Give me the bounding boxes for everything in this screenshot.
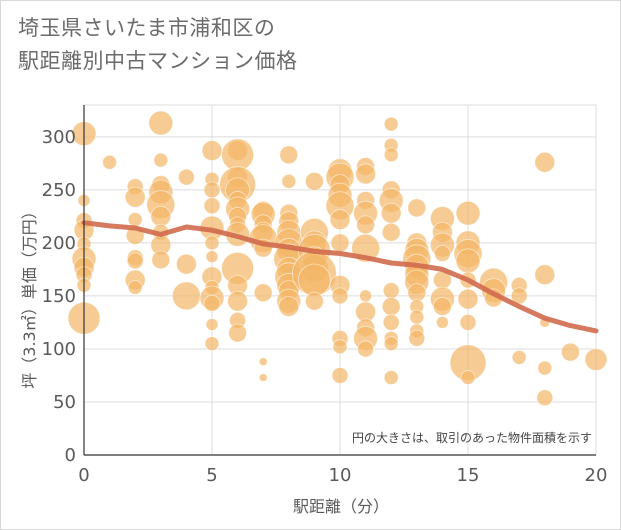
data-bubble	[332, 339, 348, 355]
x-axis-label: 駅距離（分）	[293, 497, 389, 516]
data-bubble	[561, 342, 580, 362]
data-bubble	[584, 348, 608, 371]
data-bubble	[201, 140, 223, 162]
data-bubble	[534, 264, 556, 286]
chart-title: 埼玉県さいたま市浦和区の 駅距離別中古マンション価格	[18, 12, 598, 78]
data-bubble	[457, 288, 479, 310]
data-bubble	[433, 245, 451, 262]
data-bubble	[407, 198, 427, 218]
x-tick-label: 5	[206, 465, 217, 486]
data-bubble	[177, 168, 195, 186]
data-bubble	[460, 370, 476, 385]
data-bubble	[153, 152, 169, 168]
data-bubble	[150, 205, 172, 227]
data-bubble	[380, 202, 402, 224]
data-bubble	[253, 283, 273, 303]
data-bubble	[383, 370, 399, 385]
data-bubble	[382, 282, 400, 300]
data-bubble	[383, 336, 399, 352]
data-bubble	[124, 186, 146, 208]
data-bubble	[279, 145, 299, 165]
data-bubble	[408, 329, 426, 347]
data-bubble	[258, 357, 268, 367]
data-bubble	[432, 297, 452, 316]
y-tick-label: 250	[42, 180, 76, 201]
data-bubble	[258, 373, 268, 382]
y-tick-label: 50	[53, 392, 76, 413]
data-bubble	[534, 151, 556, 173]
y-tick-label: 200	[42, 233, 76, 254]
data-bubble	[203, 181, 221, 199]
data-bubble	[221, 138, 255, 172]
data-bubble	[102, 154, 117, 170]
data-bubble	[204, 336, 220, 352]
data-bubble	[537, 360, 553, 376]
data-bubble	[203, 294, 221, 312]
data-bubble	[228, 323, 248, 343]
data-bubble	[278, 296, 300, 317]
data-bubble	[455, 200, 481, 226]
data-bubble	[355, 163, 377, 185]
x-tick-label: 10	[329, 465, 352, 486]
axes: 0 50 100 150 200 250 300 0 5 10 15 20	[42, 105, 608, 486]
data-bubble	[281, 173, 297, 189]
trend-line-group	[81, 220, 599, 334]
data-bubble	[331, 367, 349, 384]
data-bubble	[381, 297, 401, 316]
data-bubble	[356, 215, 376, 235]
x-tick-label: 20	[585, 465, 608, 486]
data-bubble	[536, 389, 554, 407]
data-bubble	[127, 280, 143, 295]
x-tick-label: 15	[457, 465, 480, 486]
data-bubble	[205, 318, 219, 331]
chart-title-line-2: 駅距離別中古マンション価格	[18, 49, 298, 73]
data-bubble	[435, 316, 449, 329]
data-bubble	[331, 287, 349, 305]
data-bubble	[126, 252, 144, 270]
data-bubble	[407, 283, 427, 303]
data-bubble	[304, 291, 324, 311]
data-bubble	[304, 171, 324, 191]
y-tick-label: 0	[65, 445, 76, 466]
data-bubble	[204, 235, 220, 251]
data-bubble	[357, 340, 375, 358]
data-bubble	[203, 197, 221, 215]
data-bubble	[409, 309, 425, 325]
data-bubble	[383, 116, 399, 132]
data-bubble	[175, 253, 197, 275]
y-axis-label: 坪（3.3㎡）単価（万円）	[20, 203, 39, 388]
data-bubble	[171, 281, 201, 311]
data-bubble	[330, 233, 350, 253]
data-bubble	[382, 314, 400, 331]
data-bubble	[148, 110, 174, 136]
data-bubble	[359, 289, 373, 303]
data-bubble	[205, 250, 219, 264]
data-bubble	[227, 290, 249, 312]
data-bubble	[511, 350, 527, 365]
data-bubble	[297, 263, 331, 297]
y-tick-label: 300	[42, 127, 76, 148]
chart-title-line-1: 埼玉県さいたま市浦和区の	[18, 16, 276, 40]
data-bubble	[383, 147, 399, 163]
data-bubble	[151, 250, 171, 270]
bubble-series	[67, 110, 608, 407]
trend-line	[81, 220, 599, 334]
bubble-size-note: 円の大きさは、取引のあった物件面積を示す	[352, 430, 592, 445]
y-tick-label: 100	[42, 339, 76, 360]
data-bubble	[455, 248, 481, 274]
data-bubble	[381, 222, 401, 242]
data-bubble	[459, 314, 477, 331]
data-bubble	[329, 209, 351, 230]
x-tick-label: 0	[78, 465, 89, 486]
data-bubble	[127, 212, 143, 227]
y-tick-label: 150	[42, 286, 76, 307]
